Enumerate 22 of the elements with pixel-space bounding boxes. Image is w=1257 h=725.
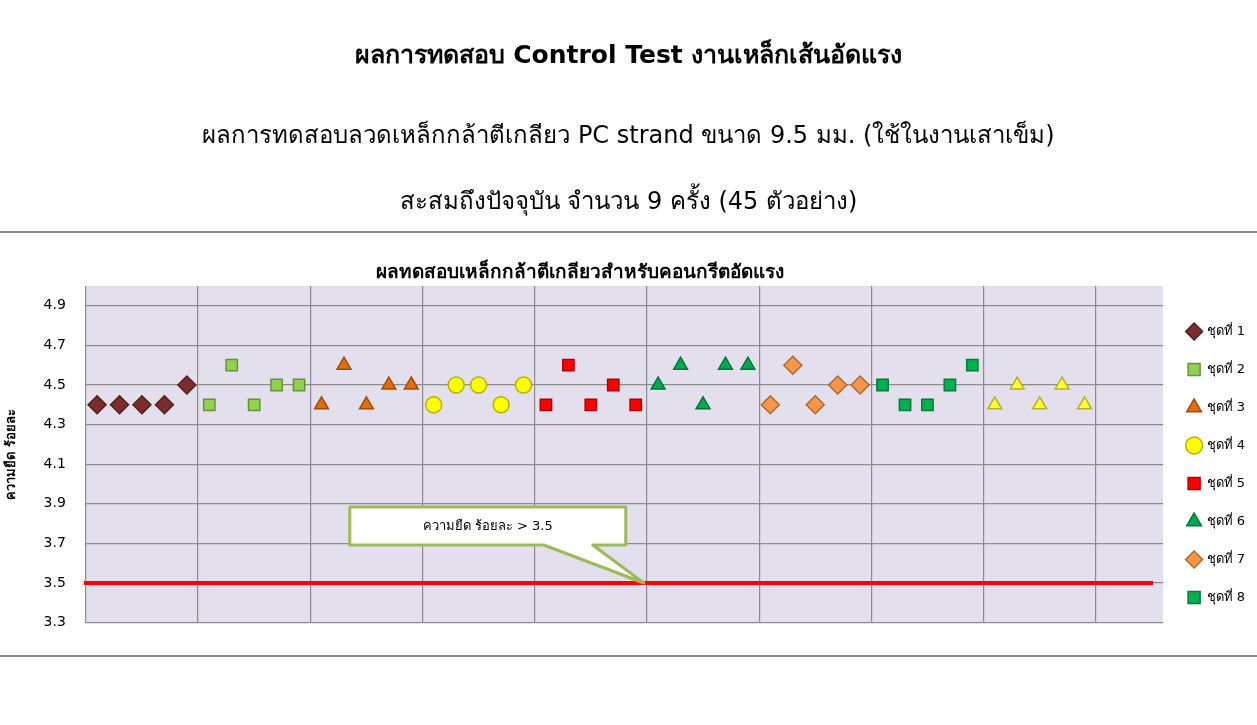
y-tick-label: 4.5	[43, 375, 66, 392]
y-tick-label: 3.9	[43, 494, 66, 511]
legend-label: ชุดที่ 1	[1206, 321, 1245, 339]
y-tick-label: 4.3	[43, 415, 66, 432]
text: ผลการทดสอบลวดเหล็กกล้าตีเกลียว PC strand ขนาด 9.5 มม. (ใช้ในงานเสาเข็ม) สะสมถึงปัจจุบัน จำนวน 9 ครั้ง (45 ตัวอย่าง)	[202, 121, 1055, 215]
legend-label: ชุดที่ 2	[1206, 359, 1245, 377]
y-axis-title: ความยืด ร้อยละ	[3, 409, 19, 500]
legend-label: ชุดที่ 5	[1206, 473, 1245, 491]
legend-label: ชุดที่ 8	[1206, 587, 1245, 605]
legend-label: ชุดที่ 7	[1206, 549, 1245, 567]
chart-title: ผลการทดสอบ Control Test งานเหล็กเส้นอัดแรง	[353, 38, 904, 71]
y-tick-label: 4.7	[43, 336, 66, 353]
legend-label: ชุดที่ 6	[1206, 511, 1245, 529]
y-tick-label: 3.5	[43, 573, 66, 590]
annotation: ความยืด ร้อยละ > 3.5	[422, 518, 553, 534]
legend-label: ชุดที่ 4	[1206, 435, 1245, 453]
y-tick-label: 4.1	[43, 454, 66, 471]
y-tick-label: 3.3	[43, 613, 66, 630]
legend-label: ชุดที่ 3	[1206, 397, 1245, 415]
text: ผลทดสอบเหล็กกล้าตีเกลียวสำหรับคอนกรีตอัดแรง	[375, 258, 785, 284]
y-tick-label: 4.9	[43, 296, 66, 313]
y-tick-label: 3.7	[43, 534, 66, 551]
